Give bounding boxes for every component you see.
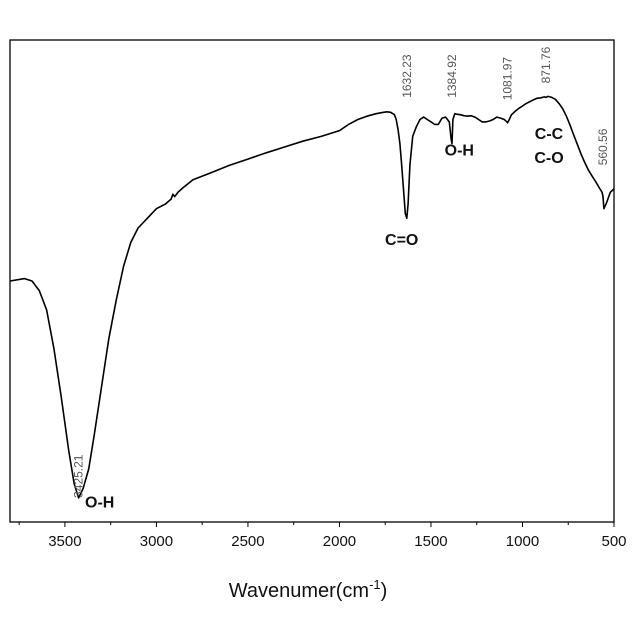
functional-group-label: O-H: [85, 495, 114, 512]
x-tick-label: 2000: [323, 533, 356, 550]
peak-label: 1384.92: [445, 54, 459, 98]
x-tick-label: 500: [601, 533, 626, 550]
x-axis: 3500 3000 2500 2000 1500 1000 500: [19, 522, 626, 550]
peak-label: 3425.21: [72, 454, 86, 498]
x-tick-label: 3500: [48, 533, 81, 550]
peak-label: 560.56: [596, 128, 610, 165]
peak-label: 1632.23: [400, 54, 414, 98]
series-line: [10, 96, 614, 498]
x-tick-label: 1500: [414, 533, 447, 550]
x-axis-title: Wavenumer(cm-1): [229, 577, 388, 602]
x-tick-label: 2500: [231, 533, 264, 550]
functional-group-label: C-O: [534, 150, 563, 167]
functional-group-label: C=O: [385, 232, 418, 249]
functional-group-label: O-H: [445, 143, 474, 160]
x-tick-label: 1000: [506, 533, 539, 550]
plot-frame: [10, 40, 614, 522]
x-tick-label: 3000: [140, 533, 173, 550]
annotations: 3425.21 1632.23 1384.92 1081.97 871.76 560.56…: [72, 46, 610, 511]
peak-label: 1081.97: [501, 57, 515, 101]
functional-group-label: C-C: [535, 126, 564, 143]
peak-label: 871.76: [539, 46, 553, 83]
